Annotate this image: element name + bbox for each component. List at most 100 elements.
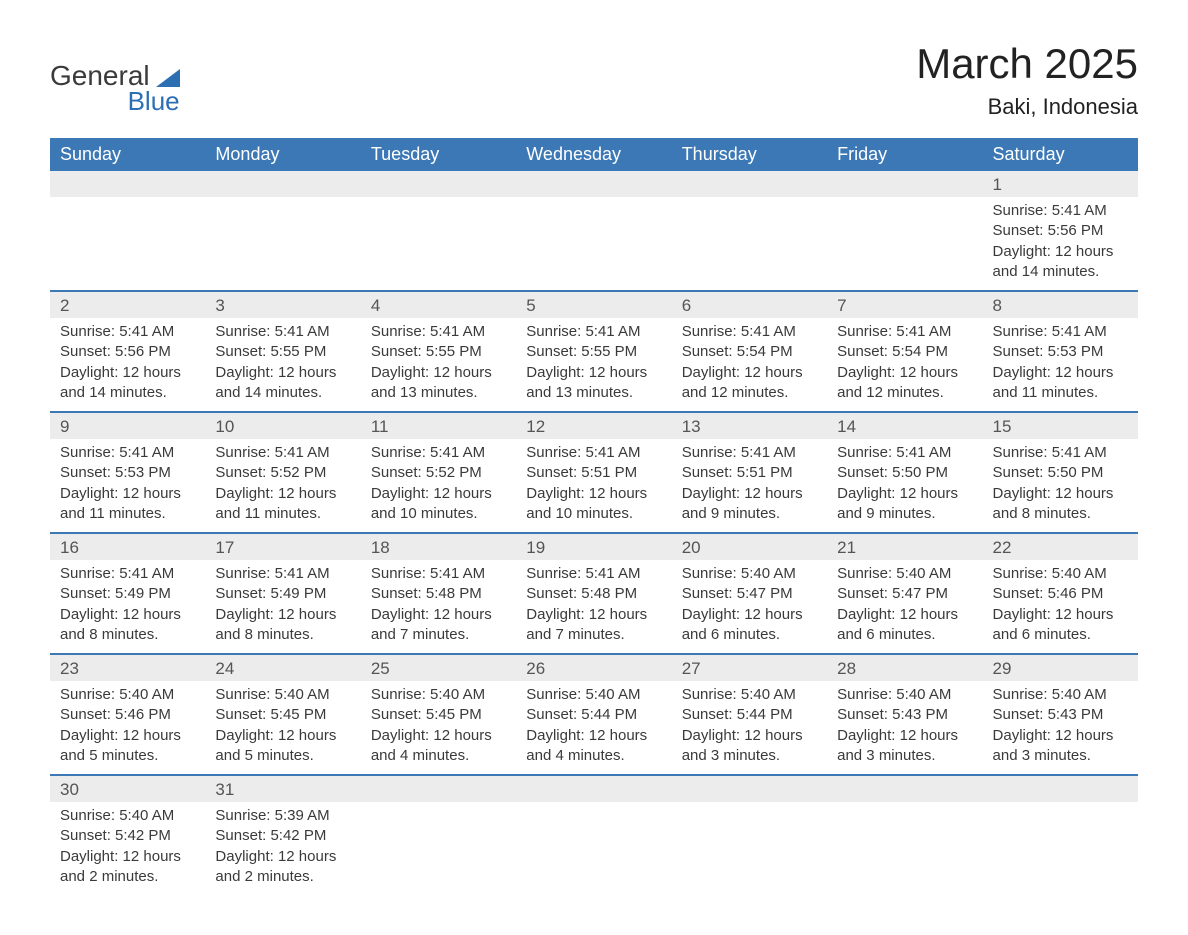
calendar-header: SundayMondayTuesdayWednesdayThursdayFrid… — [50, 138, 1138, 171]
day-number-cell: 2 — [50, 291, 205, 318]
daylight-text: Daylight: 12 hours and 12 minutes. — [837, 363, 972, 404]
sunset-text: Sunset: 5:53 PM — [60, 463, 195, 483]
day-detail-cell — [672, 197, 827, 291]
sunset-text: Sunset: 5:48 PM — [526, 584, 661, 604]
day-detail-cell: Sunrise: 5:41 AMSunset: 5:53 PMDaylight:… — [50, 439, 205, 533]
day-detail-cell: Sunrise: 5:41 AMSunset: 5:49 PMDaylight:… — [50, 560, 205, 654]
sunset-text: Sunset: 5:48 PM — [371, 584, 506, 604]
day-detail-cell — [983, 802, 1138, 895]
sunrise-text: Sunrise: 5:40 AM — [993, 685, 1128, 705]
day-detail-cell — [672, 802, 827, 895]
top-bar: General Blue March 2025 Baki, Indonesia — [50, 40, 1138, 120]
sunset-text: Sunset: 5:44 PM — [682, 705, 817, 725]
sunrise-text: Sunrise: 5:41 AM — [993, 443, 1128, 463]
sunrise-text: Sunrise: 5:41 AM — [837, 322, 972, 342]
sunset-text: Sunset: 5:55 PM — [526, 342, 661, 362]
sunset-text: Sunset: 5:46 PM — [60, 705, 195, 725]
daylight-text: Daylight: 12 hours and 6 minutes. — [993, 605, 1128, 646]
sunset-text: Sunset: 5:54 PM — [837, 342, 972, 362]
daylight-text: Daylight: 12 hours and 4 minutes. — [526, 726, 661, 767]
daylight-text: Daylight: 12 hours and 9 minutes. — [682, 484, 817, 525]
sunset-text: Sunset: 5:46 PM — [993, 584, 1128, 604]
day-number-cell — [361, 171, 516, 197]
sunset-text: Sunset: 5:42 PM — [60, 826, 195, 846]
daylight-text: Daylight: 12 hours and 12 minutes. — [682, 363, 817, 404]
daylight-text: Daylight: 12 hours and 2 minutes. — [215, 847, 350, 888]
day-detail-cell: Sunrise: 5:41 AMSunset: 5:49 PMDaylight:… — [205, 560, 360, 654]
daylight-text: Daylight: 12 hours and 8 minutes. — [60, 605, 195, 646]
location: Baki, Indonesia — [916, 94, 1138, 120]
daylight-text: Daylight: 12 hours and 11 minutes. — [215, 484, 350, 525]
day-detail-cell — [827, 197, 982, 291]
daylight-text: Daylight: 12 hours and 11 minutes. — [60, 484, 195, 525]
day-detail-cell — [50, 197, 205, 291]
sunrise-text: Sunrise: 5:41 AM — [60, 564, 195, 584]
sunrise-text: Sunrise: 5:41 AM — [837, 443, 972, 463]
sunrise-text: Sunrise: 5:39 AM — [215, 806, 350, 826]
day-number-cell: 4 — [361, 291, 516, 318]
sunset-text: Sunset: 5:45 PM — [371, 705, 506, 725]
day-detail-cell: Sunrise: 5:41 AMSunset: 5:51 PMDaylight:… — [672, 439, 827, 533]
day-number-cell — [672, 775, 827, 802]
daylight-text: Daylight: 12 hours and 6 minutes. — [837, 605, 972, 646]
day-detail-cell: Sunrise: 5:40 AMSunset: 5:44 PMDaylight:… — [516, 681, 671, 775]
sunset-text: Sunset: 5:47 PM — [682, 584, 817, 604]
day-number-cell: 13 — [672, 412, 827, 439]
sunrise-text: Sunrise: 5:40 AM — [682, 685, 817, 705]
day-number-cell — [361, 775, 516, 802]
day-number-cell: 31 — [205, 775, 360, 802]
daylight-text: Daylight: 12 hours and 7 minutes. — [371, 605, 506, 646]
day-detail-cell — [827, 802, 982, 895]
sunrise-text: Sunrise: 5:41 AM — [682, 443, 817, 463]
daylight-text: Daylight: 12 hours and 7 minutes. — [526, 605, 661, 646]
day-detail-cell — [516, 197, 671, 291]
sunrise-text: Sunrise: 5:41 AM — [215, 322, 350, 342]
sunrise-text: Sunrise: 5:41 AM — [993, 322, 1128, 342]
weekday-header: Wednesday — [516, 138, 671, 171]
day-detail-cell: Sunrise: 5:41 AMSunset: 5:50 PMDaylight:… — [827, 439, 982, 533]
month-title: March 2025 — [916, 40, 1138, 88]
weekday-header: Monday — [205, 138, 360, 171]
sunrise-text: Sunrise: 5:41 AM — [371, 564, 506, 584]
sunrise-text: Sunrise: 5:40 AM — [526, 685, 661, 705]
day-number-cell: 6 — [672, 291, 827, 318]
day-number-cell: 11 — [361, 412, 516, 439]
sunrise-text: Sunrise: 5:40 AM — [60, 685, 195, 705]
sunset-text: Sunset: 5:43 PM — [837, 705, 972, 725]
daylight-text: Daylight: 12 hours and 3 minutes. — [837, 726, 972, 767]
logo-text-blue: Blue — [128, 86, 180, 117]
sunrise-text: Sunrise: 5:40 AM — [682, 564, 817, 584]
day-detail-cell: Sunrise: 5:40 AMSunset: 5:46 PMDaylight:… — [983, 560, 1138, 654]
day-detail-cell: Sunrise: 5:41 AMSunset: 5:52 PMDaylight:… — [361, 439, 516, 533]
daylight-text: Daylight: 12 hours and 3 minutes. — [682, 726, 817, 767]
sunset-text: Sunset: 5:50 PM — [837, 463, 972, 483]
day-detail-cell: Sunrise: 5:41 AMSunset: 5:54 PMDaylight:… — [672, 318, 827, 412]
day-number-cell: 28 — [827, 654, 982, 681]
day-number-cell: 26 — [516, 654, 671, 681]
day-number-cell: 19 — [516, 533, 671, 560]
day-detail-cell: Sunrise: 5:41 AMSunset: 5:53 PMDaylight:… — [983, 318, 1138, 412]
sunset-text: Sunset: 5:44 PM — [526, 705, 661, 725]
day-detail-cell: Sunrise: 5:40 AMSunset: 5:42 PMDaylight:… — [50, 802, 205, 895]
day-number-cell: 20 — [672, 533, 827, 560]
day-detail-cell: Sunrise: 5:41 AMSunset: 5:52 PMDaylight:… — [205, 439, 360, 533]
day-number-cell: 25 — [361, 654, 516, 681]
day-number-cell: 21 — [827, 533, 982, 560]
daylight-text: Daylight: 12 hours and 14 minutes. — [60, 363, 195, 404]
sunrise-text: Sunrise: 5:41 AM — [60, 443, 195, 463]
sunrise-text: Sunrise: 5:40 AM — [837, 685, 972, 705]
sunrise-text: Sunrise: 5:41 AM — [526, 443, 661, 463]
sunrise-text: Sunrise: 5:41 AM — [215, 443, 350, 463]
day-number-cell — [827, 171, 982, 197]
daylight-text: Daylight: 12 hours and 10 minutes. — [371, 484, 506, 525]
day-detail-cell: Sunrise: 5:40 AMSunset: 5:46 PMDaylight:… — [50, 681, 205, 775]
day-number-cell: 1 — [983, 171, 1138, 197]
sunrise-text: Sunrise: 5:40 AM — [215, 685, 350, 705]
day-detail-cell: Sunrise: 5:41 AMSunset: 5:54 PMDaylight:… — [827, 318, 982, 412]
day-detail-cell: Sunrise: 5:41 AMSunset: 5:51 PMDaylight:… — [516, 439, 671, 533]
day-detail-cell: Sunrise: 5:41 AMSunset: 5:56 PMDaylight:… — [983, 197, 1138, 291]
sunrise-text: Sunrise: 5:41 AM — [60, 322, 195, 342]
day-detail-cell: Sunrise: 5:41 AMSunset: 5:56 PMDaylight:… — [50, 318, 205, 412]
weekday-header: Thursday — [672, 138, 827, 171]
day-number-cell: 9 — [50, 412, 205, 439]
